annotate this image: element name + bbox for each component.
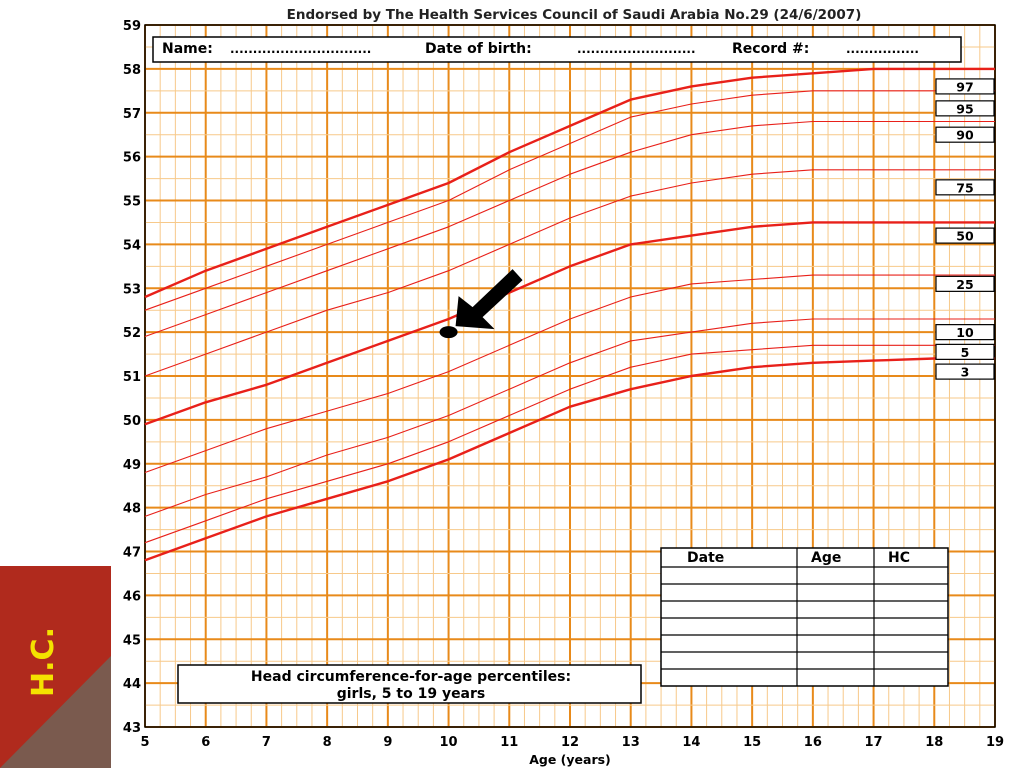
name-blank: ............................... xyxy=(230,42,371,56)
x-tick-label: 14 xyxy=(682,735,700,750)
percentile-label-text: 95 xyxy=(956,101,973,116)
percentile-75-line xyxy=(144,169,995,377)
percentile-3-line xyxy=(144,357,995,562)
name-label: Name: xyxy=(162,41,213,57)
record-label: Record #: xyxy=(732,41,809,57)
dob-blank: .......................... xyxy=(577,42,696,56)
y-tick-label: 54 xyxy=(123,238,141,253)
record-table-header-date: Date xyxy=(687,550,724,566)
percentile-label-text: 3 xyxy=(961,365,970,380)
x-tick-label: 17 xyxy=(865,735,883,750)
y-tick-label: 55 xyxy=(123,195,141,210)
percentile-90-line xyxy=(144,120,995,338)
dob-label: Date of birth: xyxy=(425,41,532,57)
percentile-label-text: 50 xyxy=(956,229,974,244)
x-axis-label: Age (years) xyxy=(529,752,611,767)
percentile-label-50: 50 xyxy=(935,227,995,244)
percentile-label-90: 90 xyxy=(935,126,995,143)
x-tick-label: 12 xyxy=(561,735,579,750)
percentile-label-box xyxy=(935,78,995,95)
y-tick-label: 58 xyxy=(123,63,141,78)
record-blank: ................ xyxy=(846,42,919,56)
caption-line-1: Head circumference-for-age percentiles: xyxy=(251,669,571,685)
y-tick-label: 52 xyxy=(123,326,141,341)
percentile-label-box xyxy=(935,343,995,360)
y-tick-label: 45 xyxy=(123,633,141,648)
x-tick-label: 16 xyxy=(804,735,822,750)
y-tick-label: 43 xyxy=(123,721,141,736)
percentile-labels: 97 95 90 75 50 25 10 5 3 xyxy=(935,78,995,380)
axis-ticks: 5 6 7 8 9 10 11 12 13 14 15 16 17 18 19434445464748495… xyxy=(123,19,1004,750)
y-tick-label: 49 xyxy=(123,458,141,473)
measurement-point xyxy=(439,326,458,339)
grid xyxy=(144,24,996,728)
percentile-label-97: 97 xyxy=(935,78,995,95)
percentile-label-box xyxy=(935,126,995,143)
percentile-label-box xyxy=(935,179,995,196)
x-tick-label: 19 xyxy=(986,735,1004,750)
percentile-label-text: 25 xyxy=(956,277,973,292)
percentile-25-line xyxy=(144,274,995,474)
x-tick-label: 8 xyxy=(323,735,332,750)
header-fields-box: Name: ............................... Da… xyxy=(152,36,962,63)
percentile-5-line xyxy=(144,344,995,544)
record-table: Date Age HC xyxy=(660,547,949,687)
x-tick-label: 10 xyxy=(440,735,458,750)
percentile-label-10: 10 xyxy=(935,324,995,341)
x-tick-label: 6 xyxy=(201,735,210,750)
y-tick-label: 59 xyxy=(123,19,141,34)
marker xyxy=(439,269,523,339)
percentile-curves xyxy=(144,67,995,562)
percentile-95-line xyxy=(144,90,995,311)
percentile-label-text: 5 xyxy=(961,345,970,360)
x-tick-label: 18 xyxy=(925,735,943,750)
chart-title: Endorsed by The Health Services Council … xyxy=(287,7,862,23)
y-tick-label: 46 xyxy=(123,589,141,604)
y-tick-label: 51 xyxy=(123,370,141,385)
percentile-label-3: 3 xyxy=(935,363,995,380)
x-tick-label: 11 xyxy=(500,735,518,750)
side-tab xyxy=(0,566,111,768)
y-tick-label: 56 xyxy=(123,151,141,166)
percentile-label-95: 95 xyxy=(935,100,995,117)
y-tick-label: 47 xyxy=(123,546,141,561)
percentile-label-25: 25 xyxy=(935,275,995,292)
percentile-label-75: 75 xyxy=(935,179,995,196)
x-tick-label: 7 xyxy=(262,735,271,750)
percentile-10-line xyxy=(144,318,995,517)
record-table-header-hc: HC xyxy=(888,550,910,566)
caption-box: Head circumference-for-age percentiles: … xyxy=(177,664,642,704)
y-tick-label: 50 xyxy=(123,414,141,429)
record-table-header-age: Age xyxy=(811,550,841,566)
caption-line-2: girls, 5 to 19 years xyxy=(337,686,486,702)
percentile-label-box xyxy=(935,227,995,244)
x-tick-label: 5 xyxy=(140,735,149,750)
side-tab-label: H.C. xyxy=(25,627,61,697)
x-tick-label: 9 xyxy=(383,735,392,750)
percentile-label-box xyxy=(935,275,995,292)
percentile-label-box xyxy=(935,100,995,117)
percentile-label-text: 75 xyxy=(956,180,973,195)
y-tick-label: 53 xyxy=(123,282,141,297)
x-tick-label: 15 xyxy=(743,735,761,750)
x-tick-label: 13 xyxy=(622,735,640,750)
percentile-50-line xyxy=(144,221,995,426)
percentile-label-text: 97 xyxy=(956,79,973,94)
y-tick-label: 57 xyxy=(123,107,141,122)
y-tick-label: 44 xyxy=(123,677,141,692)
percentile-label-text: 90 xyxy=(956,128,974,143)
percentile-97-line xyxy=(144,67,995,299)
percentile-label-5: 5 xyxy=(935,343,995,360)
pointer-arrow-icon xyxy=(455,269,523,330)
side-tab-corner xyxy=(0,656,111,768)
record-table-frame xyxy=(660,547,949,687)
percentile-label-box xyxy=(935,324,995,341)
percentile-label-box xyxy=(935,363,995,380)
y-tick-label: 48 xyxy=(123,502,141,517)
percentile-label-text: 10 xyxy=(956,325,974,340)
